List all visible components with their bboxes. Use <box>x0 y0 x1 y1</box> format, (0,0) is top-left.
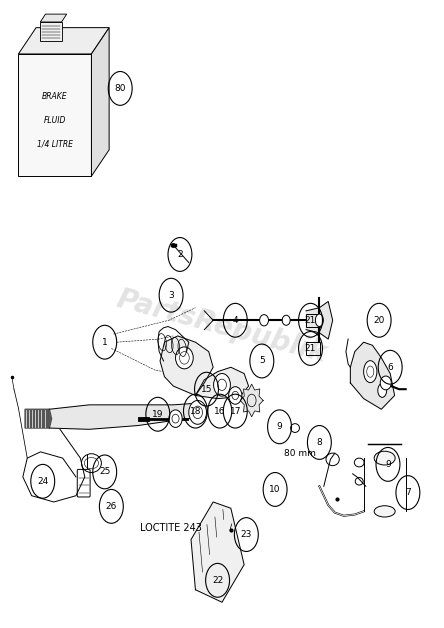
Text: LOCTITE 243: LOCTITE 243 <box>140 523 202 533</box>
Polygon shape <box>18 54 91 176</box>
Ellipse shape <box>380 376 391 390</box>
Text: 21: 21 <box>305 316 316 325</box>
Text: 2: 2 <box>177 250 183 259</box>
Text: 23: 23 <box>241 530 252 539</box>
Polygon shape <box>350 342 395 409</box>
Text: 25: 25 <box>99 467 111 477</box>
Polygon shape <box>25 409 52 428</box>
Text: 22: 22 <box>212 576 223 585</box>
Polygon shape <box>91 28 109 176</box>
Text: 4: 4 <box>233 316 238 325</box>
Ellipse shape <box>169 410 182 428</box>
Text: 26: 26 <box>106 502 117 511</box>
Ellipse shape <box>189 401 206 425</box>
Text: BRAKE: BRAKE <box>42 92 68 101</box>
Polygon shape <box>40 14 67 22</box>
Text: 10: 10 <box>270 485 281 494</box>
Text: 24: 24 <box>37 477 48 486</box>
Text: PartsRepublik: PartsRepublik <box>114 285 330 368</box>
Polygon shape <box>18 28 109 54</box>
Ellipse shape <box>214 374 230 396</box>
Ellipse shape <box>374 506 395 517</box>
Ellipse shape <box>260 315 269 326</box>
Text: 17: 17 <box>230 406 241 416</box>
Text: 16: 16 <box>214 406 226 416</box>
Text: 20: 20 <box>373 316 385 325</box>
Ellipse shape <box>282 315 290 325</box>
Text: 1/4 LITRE: 1/4 LITRE <box>37 140 73 149</box>
Ellipse shape <box>175 347 193 369</box>
Polygon shape <box>191 502 244 602</box>
Ellipse shape <box>374 452 395 465</box>
Polygon shape <box>240 384 263 417</box>
Polygon shape <box>195 367 249 399</box>
Text: 6: 6 <box>387 363 393 372</box>
Text: 5: 5 <box>259 357 265 365</box>
Text: 80: 80 <box>115 84 126 93</box>
Text: 21: 21 <box>305 344 316 353</box>
Text: FLUID: FLUID <box>44 116 66 125</box>
Polygon shape <box>40 22 62 41</box>
Bar <box>306 342 320 355</box>
Bar <box>306 314 320 327</box>
Polygon shape <box>49 403 200 430</box>
Ellipse shape <box>364 360 377 382</box>
Ellipse shape <box>229 387 242 404</box>
Text: 15: 15 <box>201 385 212 394</box>
Text: 1: 1 <box>102 338 107 347</box>
Text: 80 mm: 80 mm <box>284 448 316 458</box>
Text: 9: 9 <box>385 460 391 469</box>
Text: 8: 8 <box>317 438 322 447</box>
Polygon shape <box>306 301 333 339</box>
Ellipse shape <box>315 314 323 327</box>
Text: 9: 9 <box>277 422 282 431</box>
Text: 19: 19 <box>152 409 163 419</box>
Text: 3: 3 <box>168 291 174 300</box>
Text: 18: 18 <box>190 406 201 416</box>
Text: 7: 7 <box>405 488 411 497</box>
Polygon shape <box>160 336 213 396</box>
Ellipse shape <box>378 384 387 398</box>
